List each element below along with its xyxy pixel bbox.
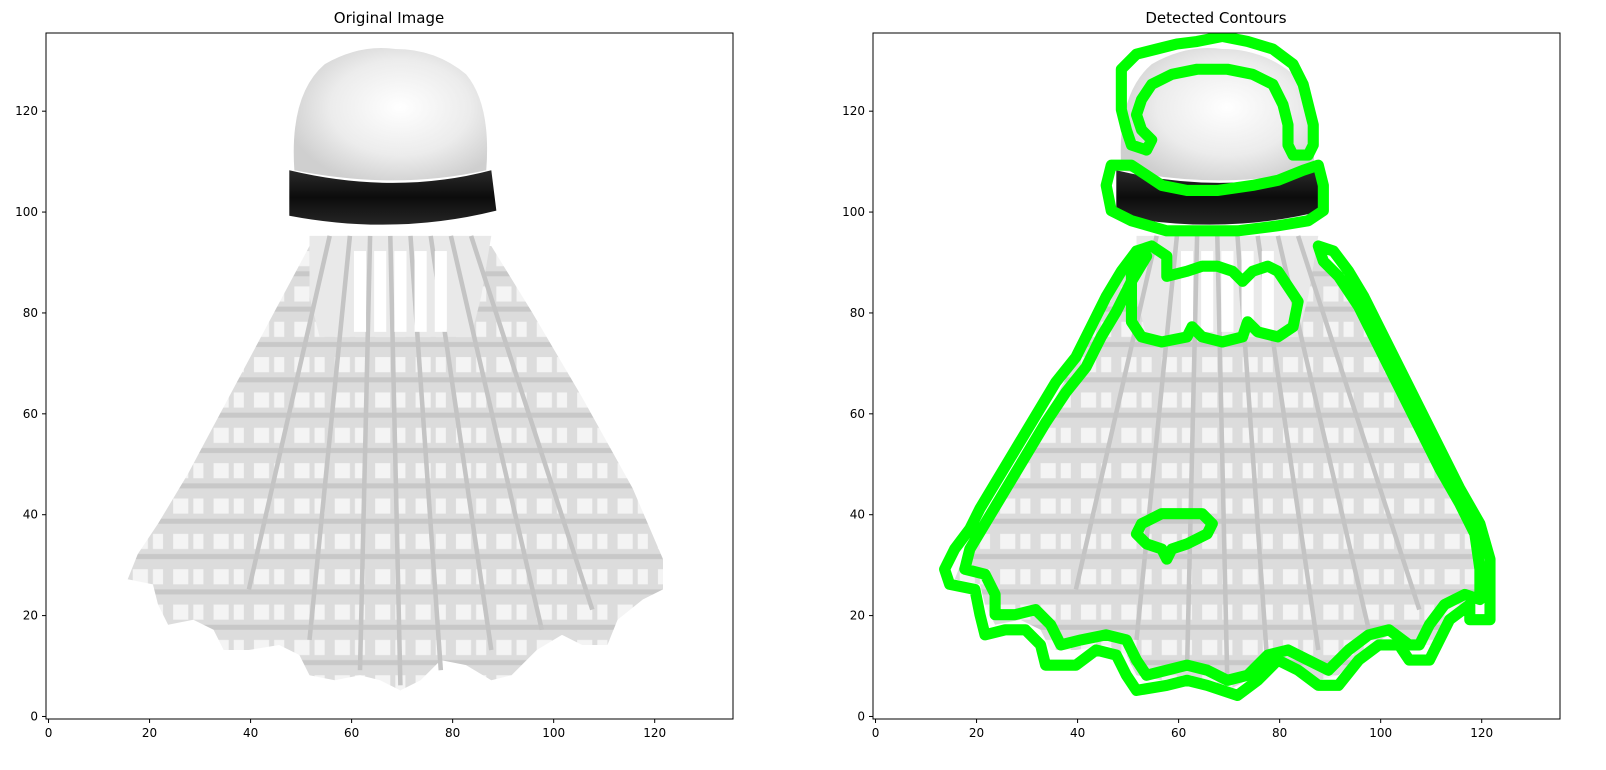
feather-gap: [434, 251, 447, 332]
feather-stem: [1295, 235, 1422, 611]
y-tick-label: 40: [23, 508, 38, 522]
y-tick-label: 80: [850, 306, 865, 320]
shuttlecock-image-contours: [939, 33, 1496, 702]
y-tick-label: 20: [23, 609, 38, 623]
axes-frame-original: [45, 32, 734, 720]
panel-title-original: Original Image: [334, 9, 444, 27]
x-tick-label: 100: [1369, 726, 1392, 740]
shuttlecock-image-original: [127, 48, 663, 691]
y-tick-label: 80: [23, 306, 38, 320]
feather-gap: [374, 251, 387, 332]
y-tick-label: 20: [850, 609, 865, 623]
contour-overlay: [939, 33, 1496, 702]
panel-original: Original Image: [45, 9, 734, 720]
y-tick-label: 120: [842, 104, 865, 118]
x-tick-label: 40: [1070, 726, 1085, 740]
x-tick-label: 80: [1272, 726, 1287, 740]
axes-frame-contours: [872, 32, 1561, 720]
x-tick-label: 120: [1470, 726, 1493, 740]
feather-stem: [357, 235, 373, 671]
x-tick-label: 120: [643, 726, 666, 740]
contour-4: [1130, 508, 1218, 565]
feather-stem: [388, 235, 403, 686]
y-tick-label: 120: [15, 104, 38, 118]
x-tick-label: 0: [872, 726, 880, 740]
x-tick-label: 40: [243, 726, 258, 740]
feather-stem: [307, 235, 353, 641]
x-tick-label: 20: [969, 726, 984, 740]
y-tick-label: 100: [842, 205, 865, 219]
panel-title-contours: Detected Contours: [1145, 9, 1286, 27]
feather-stem: [1073, 235, 1159, 590]
x-tick-label: 20: [142, 726, 157, 740]
feather-stem: [246, 235, 332, 590]
feather-gap: [414, 251, 427, 332]
feather-gap: [353, 251, 367, 332]
contour-3: [939, 240, 1496, 702]
feather-stem: [448, 235, 545, 631]
y-tick-label: 40: [850, 508, 865, 522]
y-tick-label: 0: [857, 709, 865, 723]
shuttle-cap: [293, 48, 488, 181]
y-tick-label: 100: [15, 205, 38, 219]
x-tick-label: 0: [45, 726, 53, 740]
y-tick-label: 60: [850, 407, 865, 421]
panel-contours: Detected Contours: [872, 9, 1561, 720]
contour-1: [1100, 159, 1329, 237]
x-tick-label: 60: [1171, 726, 1186, 740]
feather-stem: [1215, 235, 1230, 686]
y-tick-label: 0: [30, 709, 38, 723]
contour-0: [1115, 33, 1319, 161]
feather-stem: [1184, 235, 1200, 671]
x-tick-label: 100: [542, 726, 565, 740]
contour-2: [1125, 240, 1304, 348]
feather-stem: [1134, 235, 1180, 641]
shuttle-band: [289, 170, 497, 225]
y-tick-label: 60: [23, 407, 38, 421]
feather-gap: [1180, 251, 1194, 332]
x-tick-label: 60: [344, 726, 359, 740]
feather-gap: [394, 251, 407, 332]
feather-stem: [468, 235, 595, 611]
x-tick-label: 80: [445, 726, 460, 740]
tick-labels: 0 20 40 60 80 100 120 0 20 40 60 80 100 120 0 20 40 60 80 1…: [15, 104, 1493, 740]
